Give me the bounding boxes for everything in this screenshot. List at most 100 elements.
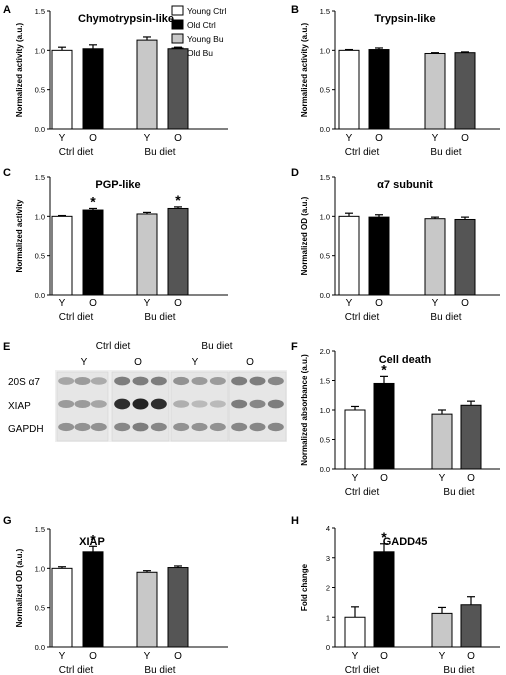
bar-g	[136, 571, 158, 648]
y-tick-label-f: 2.0	[320, 347, 330, 356]
x-tick-label-f: Y	[439, 473, 446, 484]
y-tick-label-g: 1.0	[35, 564, 45, 573]
blot-band	[58, 377, 75, 385]
blot-band	[191, 377, 208, 385]
panel-label-b: B	[291, 4, 299, 16]
blot-band	[191, 400, 208, 408]
x-tick-label-h: Y	[352, 651, 359, 662]
bar-d	[454, 218, 476, 296]
group-label-g: Ctrl diet	[59, 665, 94, 675]
blot-band	[267, 422, 284, 432]
chart-title-d: α7 subunit	[377, 179, 433, 191]
chart-g: G XIAP 0.0 0.5 1.0 1.5 Normalized OD (a.u.) Y O *…	[3, 515, 228, 675]
bar-c	[51, 215, 73, 296]
blot-band	[173, 400, 190, 408]
chart-title-c: PGP-like	[95, 179, 140, 191]
y-tick-label-b: 1.5	[320, 7, 330, 16]
blot-band	[173, 422, 190, 432]
blot-band	[114, 376, 131, 386]
blot-band	[90, 377, 107, 385]
significance-star-g: *	[90, 531, 96, 547]
bar-c	[136, 213, 158, 296]
blot-band	[267, 376, 284, 386]
blot-band	[58, 400, 75, 408]
y-tick-label-h: 3	[326, 554, 330, 563]
y-axis-label-h: Fold change	[300, 563, 309, 611]
y-tick-label-g: 0.5	[35, 604, 45, 613]
x-tick-label-d: O	[461, 298, 469, 309]
x-tick-label-h: O	[380, 651, 388, 662]
bar-c	[167, 207, 189, 296]
y-tick-label-a: 1.0	[35, 46, 45, 55]
x-tick-label-c: O	[89, 298, 97, 309]
y-axis-label-b: Normalized activity (a.u.)	[300, 23, 309, 118]
x-tick-label-d: Y	[432, 298, 439, 309]
chart-title-g: XIAP	[79, 536, 105, 548]
bar-f	[460, 404, 482, 470]
blot-band	[132, 422, 149, 432]
legend-label-old-ctrl: Old Ctrl	[187, 20, 216, 30]
panel-e-blot: E Ctrl diet Bu diet Y O Y O 20S α7 XIAP …	[3, 341, 287, 442]
x-tick-label-h: O	[467, 651, 475, 662]
group-label-d: Bu diet	[430, 312, 461, 323]
y-tick-label-a: 1.5	[35, 7, 45, 16]
x-tick-label-d: O	[375, 298, 383, 309]
chart-c: C PGP-like 0.0 0.5 1.0 1.5 Normalized activity…	[3, 167, 228, 323]
bar-h	[373, 551, 395, 648]
bar-g	[51, 567, 73, 648]
y-tick-label-c: 0.5	[35, 252, 45, 261]
bar-h	[431, 612, 453, 648]
legend-label-old-bu: Old Bu	[187, 48, 213, 58]
y-tick-label-a: 0.5	[35, 86, 45, 95]
chart-title-h: GADD45	[383, 536, 428, 548]
blot-lane-label-1: Y	[81, 357, 88, 368]
blot-band	[249, 376, 266, 386]
blot-band	[231, 399, 248, 409]
significance-star-c: *	[175, 192, 181, 208]
blot-band	[58, 422, 75, 432]
significance-star-h: *	[381, 529, 387, 545]
legend-label-young-ctrl: Young Ctrl	[187, 6, 226, 16]
bar-d	[424, 218, 446, 296]
panel-label-g: G	[3, 515, 12, 527]
blot-band	[191, 422, 208, 432]
y-tick-label-h: 4	[326, 524, 330, 533]
blot-band	[209, 377, 226, 385]
x-tick-label-f: O	[467, 473, 475, 484]
bar-f	[344, 409, 366, 470]
blot-row-label-xiap: XIAP	[8, 401, 31, 412]
y-tick-label-f: 0.5	[320, 436, 330, 445]
bar-c	[82, 209, 104, 296]
blot-band	[231, 376, 248, 386]
blot-row-label-gapdh: GAPDH	[8, 424, 44, 435]
y-axis-label-f: Normalized absorbance (a.u.)	[300, 354, 309, 466]
legend-swatch-young-ctrl	[171, 5, 184, 16]
panel-label-a: A	[3, 4, 11, 16]
chart-b: B Trypsin-like 0.0 0.5 1.0 1.5 Normalized acti…	[291, 4, 500, 158]
y-tick-label-d: 0.0	[320, 291, 330, 300]
x-tick-label-a: O	[174, 133, 182, 144]
y-tick-label-b: 1.0	[320, 46, 330, 55]
y-tick-label-f: 0.0	[320, 465, 330, 474]
chart-a: A Chymotrypsin-like 0.0 0.5 1.0 1.5 Normalized…	[3, 4, 228, 158]
y-tick-label-f: 1.5	[320, 377, 330, 386]
x-tick-label-c: O	[174, 298, 182, 309]
blot-band	[90, 422, 107, 432]
x-tick-label-g: Y	[144, 651, 151, 662]
y-tick-label-b: 0.5	[320, 86, 330, 95]
legend-label-young-bu: Young Bu	[187, 34, 224, 44]
blot-row-label-20s-a7: 20S α7	[8, 377, 40, 388]
group-label-f: Bu diet	[443, 487, 474, 498]
chart-d: Dα7 subunit 0.0 0.5 1.0 1.5 Normalized OD (a.…	[291, 167, 500, 323]
x-tick-label-f: O	[380, 473, 388, 484]
legend-swatch-old-ctrl	[171, 19, 184, 30]
x-tick-label-g: O	[89, 651, 97, 662]
significance-star-f: *	[381, 361, 387, 377]
blot-band	[249, 399, 266, 409]
bar-g	[82, 551, 104, 648]
group-label-h: Bu diet	[443, 665, 474, 675]
x-tick-label-b: O	[375, 133, 383, 144]
bar-h	[344, 616, 366, 648]
